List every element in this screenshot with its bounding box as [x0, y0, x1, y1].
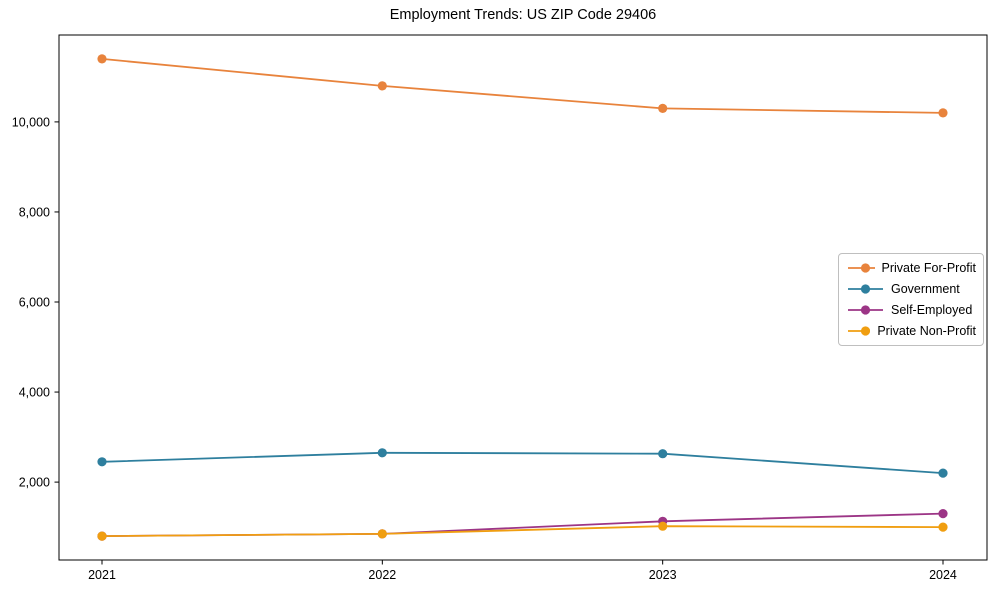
- y-axis-tick-label: 10,000: [12, 115, 50, 129]
- series-marker-government: [97, 457, 107, 467]
- series-marker-private-for-profit: [97, 54, 107, 64]
- series-marker-private-for-profit: [377, 81, 387, 91]
- series-marker-private-for-profit: [938, 108, 948, 118]
- series-line-private-for-profit: [101, 58, 944, 114]
- legend-label-private-non-profit: Private Non-Profit: [877, 324, 976, 338]
- legend-line-marker-icon: [848, 326, 871, 336]
- chart-title: Employment Trends: US ZIP Code 29406: [389, 7, 657, 23]
- legend-line-marker-icon: [848, 305, 883, 315]
- axes-border: [58, 34, 988, 561]
- legend-item-government: Government: [847, 281, 976, 297]
- legend-label-government: Government: [891, 282, 960, 296]
- series-marker-government: [658, 449, 668, 459]
- series-marker-private-non-profit: [377, 529, 387, 539]
- x-axis-tick-label: 2021: [88, 568, 116, 582]
- y-axis-tick-label: 6,000: [19, 296, 50, 310]
- legend: Private For-Profit Government Self-Employe…: [838, 253, 984, 346]
- series-marker-private-non-profit: [938, 522, 948, 532]
- x-axis-tick-label: 2024: [929, 568, 957, 582]
- series-marker-self-employed: [938, 508, 948, 519]
- x-axis-tick-label: 2023: [649, 568, 677, 582]
- series-line-private-non-profit: [101, 525, 944, 537]
- legend-item-private-for-profit: Private For-Profit: [847, 260, 976, 276]
- legend-item-self-employed: Self-Employed: [847, 302, 976, 318]
- legend-line-marker-icon: [848, 284, 883, 294]
- legend-label-private-for-profit: Private For-Profit: [881, 261, 976, 275]
- series-marker-government: [938, 468, 948, 478]
- legend-label-self-employed: Self-Employed: [891, 303, 973, 317]
- series-marker-private-non-profit: [658, 521, 668, 531]
- series-line-government: [101, 451, 944, 474]
- series-marker-government: [377, 448, 387, 458]
- series-marker-private-for-profit: [658, 103, 668, 113]
- series-line-self-employed: [101, 512, 944, 537]
- legend-item-private-non-profit: Private Non-Profit: [847, 323, 976, 339]
- y-axis-tick-label: 2,000: [19, 476, 50, 490]
- y-axis-tick-label: 8,000: [19, 205, 50, 219]
- x-axis-tick-label: 2022: [368, 568, 396, 582]
- y-axis-tick-label: 4,000: [19, 386, 50, 400]
- series-marker-private-non-profit: [97, 531, 107, 541]
- legend-line-marker-icon: [848, 263, 875, 273]
